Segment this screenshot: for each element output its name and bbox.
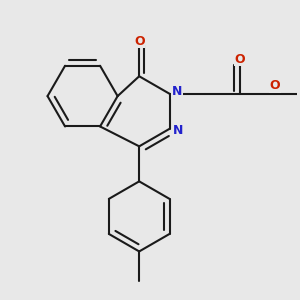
Text: O: O xyxy=(269,79,280,92)
Text: O: O xyxy=(134,35,145,48)
Text: O: O xyxy=(234,53,245,66)
Text: N: N xyxy=(172,85,182,98)
Text: N: N xyxy=(172,124,183,137)
